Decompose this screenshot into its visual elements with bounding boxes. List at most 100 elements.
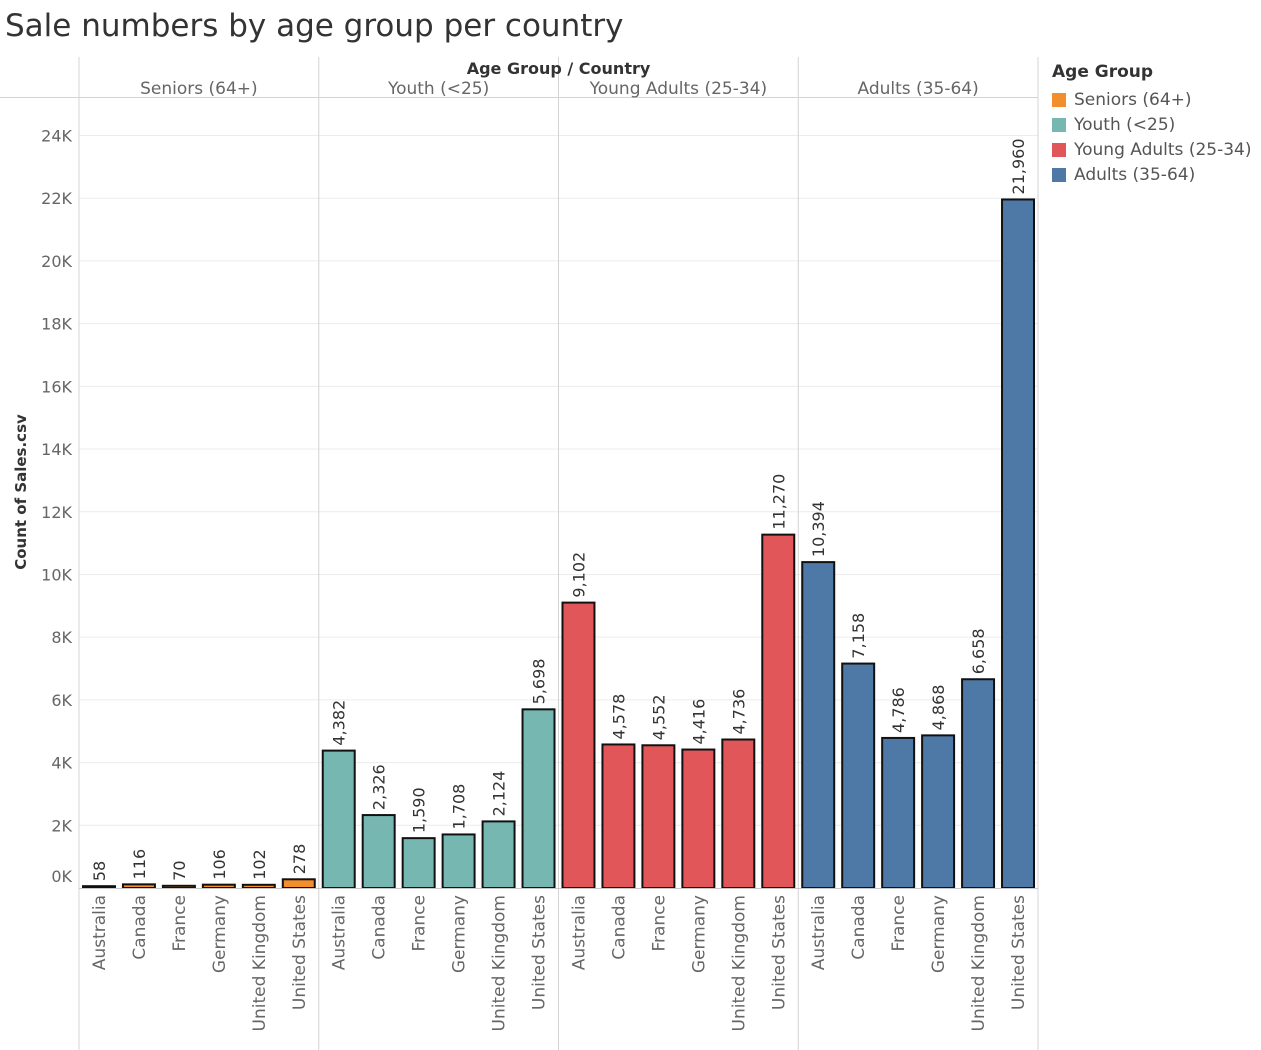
x-tick-label: Canada xyxy=(609,895,629,960)
legend-label: Youth (<25) xyxy=(1074,114,1176,135)
legend-label: Seniors (64+) xyxy=(1074,89,1192,110)
x-tick-label: United Kingdom xyxy=(969,895,989,1031)
x-tick-label: France xyxy=(170,895,190,952)
y-tick-label: 12K xyxy=(41,503,72,522)
x-tick-label: Germany xyxy=(929,895,949,973)
y-tick-label: 14K xyxy=(41,440,72,459)
x-tick-label: Australia xyxy=(330,895,350,970)
x-tick-label: Australia xyxy=(90,895,110,970)
bar xyxy=(241,883,276,890)
bar xyxy=(961,678,996,889)
y-tick-label: 22K xyxy=(41,189,72,208)
legend-swatch xyxy=(1052,117,1066,132)
bar xyxy=(201,883,236,889)
bar xyxy=(881,736,916,889)
legend-item-seniors[interactable]: Seniors (64+) xyxy=(1052,87,1251,112)
y-tick-label: 10K xyxy=(41,565,72,584)
data-label: 5,698 xyxy=(530,659,549,705)
y-tick-label: 6K xyxy=(51,691,72,710)
x-tick-label: United Kingdom xyxy=(250,895,270,1031)
y-tick-label: 4K xyxy=(51,754,72,773)
data-label: 4,552 xyxy=(649,694,668,740)
bar xyxy=(121,883,156,889)
x-tick-label: France xyxy=(410,895,430,952)
data-label: 58 xyxy=(90,861,109,881)
data-label: 70 xyxy=(170,860,189,880)
legend-swatch xyxy=(1052,142,1066,157)
bar xyxy=(761,533,796,889)
x-tick-label: Canada xyxy=(130,895,150,960)
data-label: 116 xyxy=(130,849,149,880)
legend-swatch xyxy=(1052,167,1066,182)
legend-title: Age Group xyxy=(1052,62,1154,82)
legend-swatch xyxy=(1052,92,1066,107)
group-header: Seniors (64+) xyxy=(140,79,258,99)
data-label: 6,658 xyxy=(969,628,988,674)
x-tick-label: France xyxy=(649,895,669,952)
data-label: 9,102 xyxy=(569,552,588,598)
bar xyxy=(321,749,356,889)
data-label: 106 xyxy=(210,849,229,880)
data-label: 4,416 xyxy=(689,699,708,745)
legend: Age Group Seniors (64+) Youth (<25) Youn… xyxy=(1052,62,1251,187)
y-tick-label: 20K xyxy=(41,252,72,271)
x-tick-label: Germany xyxy=(450,895,470,973)
group-header: Young Adults (25-34) xyxy=(589,79,767,99)
data-label: 2,326 xyxy=(370,764,389,810)
data-label: 278 xyxy=(290,844,309,875)
x-tick-label: Germany xyxy=(689,895,709,973)
data-label: 4,868 xyxy=(929,685,948,731)
x-tick-label: United Kingdom xyxy=(729,895,749,1031)
bar xyxy=(921,734,956,889)
data-label: 4,786 xyxy=(889,687,908,733)
data-label: 4,382 xyxy=(330,700,349,746)
bar xyxy=(361,814,396,889)
data-label: 21,960 xyxy=(1009,138,1028,194)
data-label: 2,124 xyxy=(490,771,509,817)
data-label: 102 xyxy=(250,849,269,880)
data-label: 7,158 xyxy=(849,613,868,659)
y-tick-label: 18K xyxy=(41,315,72,334)
y-tick-label: 16K xyxy=(41,377,72,396)
group-header: Youth (<25) xyxy=(387,79,489,99)
data-label: 4,736 xyxy=(729,689,748,735)
y-tick-label: 8K xyxy=(51,628,72,647)
x-tick-label: Germany xyxy=(210,895,230,973)
bar xyxy=(81,885,116,889)
data-label: 4,578 xyxy=(609,694,628,740)
bar xyxy=(841,662,876,890)
y-tick-label: 2K xyxy=(51,816,72,835)
bar xyxy=(641,744,676,889)
y-tick-label: 24K xyxy=(41,127,72,146)
legend-item-young-adults[interactable]: Young Adults (25-34) xyxy=(1052,137,1251,162)
x-tick-label: United States xyxy=(1009,895,1029,1010)
group-header: Adults (35-64) xyxy=(858,79,979,99)
bar xyxy=(161,884,196,890)
x-tick-label: Canada xyxy=(849,895,869,960)
bar xyxy=(601,743,636,889)
bar xyxy=(681,748,716,889)
x-tick-label: Canada xyxy=(370,895,390,960)
x-tick-label: Australia xyxy=(569,895,589,970)
data-label: 10,394 xyxy=(809,501,828,557)
x-tick-label: Australia xyxy=(809,895,829,970)
bar xyxy=(721,738,756,889)
bar xyxy=(281,878,316,890)
legend-label: Adults (35-64) xyxy=(1074,164,1196,185)
legend-item-youth[interactable]: Youth (<25) xyxy=(1052,112,1251,137)
legend-item-adults[interactable]: Adults (35-64) xyxy=(1052,162,1251,187)
data-label: 11,270 xyxy=(769,474,788,530)
legend-label: Young Adults (25-34) xyxy=(1074,139,1252,160)
bar xyxy=(561,601,596,889)
x-tick-label: United States xyxy=(530,895,550,1010)
bar xyxy=(401,837,436,889)
y-tick-label: 0K xyxy=(51,867,72,886)
chart-title: Sale numbers by age group per country xyxy=(5,8,624,44)
y-axis-label: Count of Sales.csv xyxy=(12,414,30,570)
data-label: 1,708 xyxy=(450,784,469,830)
x-tick-label: France xyxy=(889,895,909,952)
bar xyxy=(1001,198,1036,889)
x-tick-label: United States xyxy=(769,895,789,1010)
x-tick-label: United States xyxy=(290,895,310,1010)
